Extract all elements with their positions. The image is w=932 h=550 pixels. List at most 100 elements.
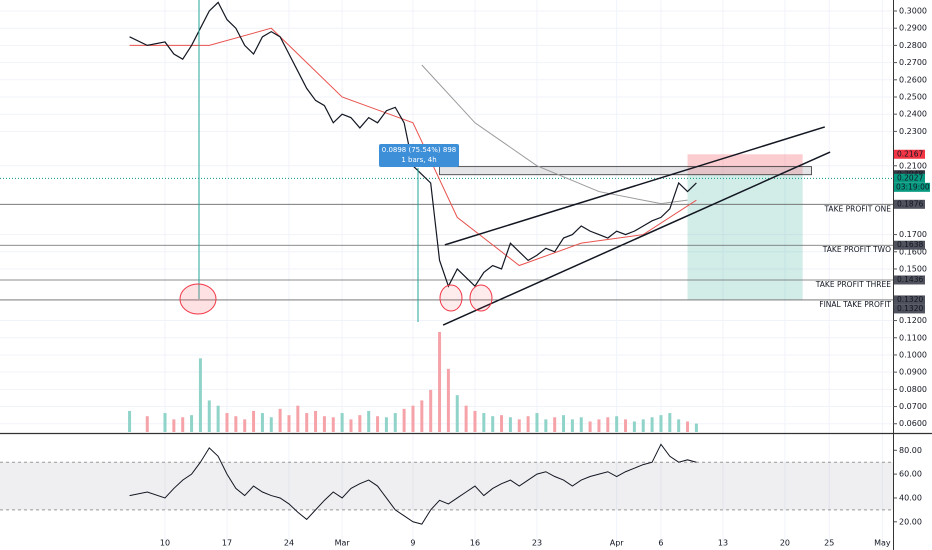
y-tick-label: 0.1700	[899, 230, 927, 239]
position-target	[687, 174, 803, 300]
volume-bar	[420, 400, 424, 432]
rsi-band	[0, 462, 893, 510]
y-tick-label: 0.1500	[899, 264, 927, 273]
y-tick-label: 0.2300	[899, 127, 927, 136]
volume-bar	[145, 416, 149, 432]
volume-bar	[535, 413, 539, 432]
volume-bar	[624, 419, 628, 432]
price-tag-label: 0.1638	[897, 240, 923, 249]
volume-bar	[570, 419, 574, 432]
x-tick-label: 9	[410, 539, 415, 548]
y-tick-label: 0.2400	[899, 110, 927, 119]
price-tag-label: 0.1876	[897, 199, 923, 208]
x-tick-label: 17	[222, 539, 232, 548]
tooltip: 0.0898 (75.54%) 898 1 bars, 4h	[379, 144, 459, 167]
volume-bar	[491, 416, 495, 432]
position-stop	[687, 154, 803, 175]
volume-bar	[198, 358, 202, 432]
x-tick-label: 23	[532, 539, 542, 548]
y-tick-label: 0.1200	[899, 316, 927, 325]
y-tick-label: 0.0700	[899, 402, 927, 411]
volume-bar	[668, 413, 672, 432]
volume-bar	[402, 408, 406, 432]
volume-bar	[278, 408, 282, 432]
volume-bar	[181, 417, 185, 432]
volume-bar	[225, 413, 229, 432]
volume-bar	[243, 419, 247, 432]
volume-bar	[349, 419, 353, 432]
volume-bar	[384, 417, 388, 432]
volume-bar	[455, 395, 459, 432]
volume-bar	[331, 417, 335, 432]
moving-average	[421, 64, 688, 205]
volume-bar	[473, 410, 477, 432]
trendline	[442, 151, 831, 326]
volume-bar	[632, 421, 636, 432]
volume-bar	[562, 415, 566, 432]
volume-bar	[358, 415, 362, 432]
price-tag-label: 0.2027	[897, 173, 923, 182]
y-tick-label: 0.0900	[899, 368, 927, 377]
y-tick-label: 0.2700	[899, 58, 927, 67]
volume-bar	[438, 332, 442, 432]
volume-bar	[526, 416, 530, 432]
price-tag-label: 0.1320	[897, 304, 923, 313]
y-tick-label: 0.2100	[899, 161, 927, 170]
y-tick-label: 0.1000	[899, 350, 927, 359]
zone	[439, 166, 812, 176]
rsi-line	[129, 443, 697, 525]
rsi-tick-label: 40.00	[899, 493, 922, 502]
price-line	[129, 1, 697, 288]
volume-bar	[269, 417, 273, 432]
tooltip-line: 0.0898 (75.54%) 898	[382, 146, 456, 154]
price-tag	[894, 149, 925, 159]
volume-bar	[464, 405, 468, 432]
price-tag-label: 0.2167	[897, 149, 923, 158]
countdown: 03:19:00	[896, 182, 930, 191]
x-tick-label: 25	[824, 539, 834, 548]
circle-annotation	[439, 284, 463, 312]
volume-bar	[163, 413, 167, 432]
volume-bar	[615, 416, 619, 432]
volume-bar	[446, 368, 450, 432]
rsi-tick-label: 80.00	[899, 446, 922, 455]
volume-bar	[641, 419, 645, 432]
volume-bar	[207, 400, 211, 432]
volume-bar	[340, 413, 344, 432]
tooltip-line: 1 bars, 4h	[401, 156, 436, 164]
price-tag	[894, 304, 925, 314]
volume-bar	[234, 416, 238, 432]
circle-annotation	[179, 283, 217, 315]
volume-bar	[500, 415, 504, 432]
price-tag-label: 0.1320	[897, 295, 923, 304]
x-tick-label: 20	[780, 539, 790, 548]
volume-bar	[597, 419, 601, 432]
trendline	[444, 126, 826, 246]
volume-bar	[686, 421, 690, 432]
volume-bar	[393, 413, 397, 432]
volume-bar	[287, 415, 291, 432]
price-tag	[894, 173, 925, 183]
volume-bar	[517, 419, 521, 432]
x-tick-label: 6	[658, 539, 663, 548]
countdown-tag	[894, 182, 930, 192]
x-tick-label: 10	[160, 539, 170, 548]
level-label: TAKE PROFIT TWO	[822, 245, 891, 254]
y-tick-label: 0.1600	[899, 247, 927, 256]
volume-bar	[659, 415, 663, 432]
y-tick-label: 0.2800	[899, 41, 927, 50]
y-tick-label: 0.1100	[899, 333, 927, 342]
volume-bar	[252, 410, 256, 432]
price-tag	[894, 199, 925, 209]
volume-bar	[544, 419, 548, 432]
y-tick-label: 0.2500	[899, 92, 927, 101]
y-tick-label: 0.0800	[899, 385, 927, 394]
x-tick-label: 24	[284, 539, 294, 548]
x-tick-label: May	[874, 539, 891, 548]
volume-bar	[553, 417, 557, 432]
price-tag	[894, 295, 925, 305]
volume-bar	[216, 405, 220, 432]
volume-bar	[429, 389, 433, 432]
